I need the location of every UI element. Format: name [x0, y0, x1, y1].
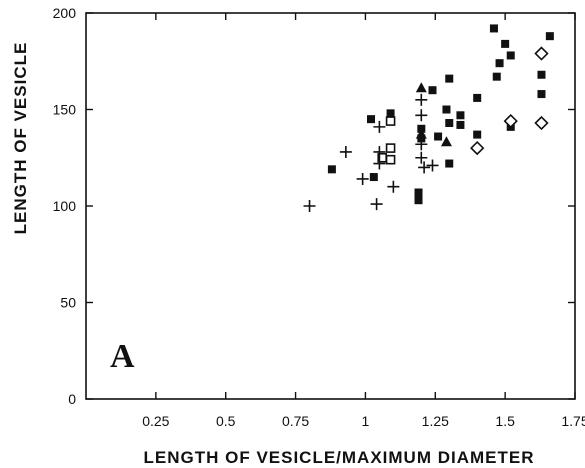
data-point-plus — [415, 109, 428, 122]
y-axis-title: LENGTH OF VESICLE — [11, 42, 30, 235]
data-point-open-square — [385, 143, 396, 153]
data-point-filled-square — [414, 196, 423, 205]
data-point-filled-square — [442, 105, 451, 114]
data-point-plus — [370, 198, 383, 211]
data-point-filled-square — [445, 119, 454, 128]
data-point-filled-square — [327, 165, 336, 174]
data-point-filled-square — [445, 159, 454, 168]
data-point-plus — [415, 93, 428, 106]
y-tick-label: 100 — [53, 198, 77, 214]
data-point-plus — [373, 120, 386, 133]
data-point-plus — [415, 151, 428, 164]
data-point-filled-square — [545, 32, 554, 41]
data-point-open-diamond — [470, 140, 485, 156]
data-point-plus — [418, 161, 431, 174]
x-tick-label: 0.25 — [142, 413, 169, 429]
data-point-filled-square — [386, 109, 395, 118]
data-point-filled-square — [445, 74, 454, 83]
data-point-plus — [387, 180, 400, 193]
data-points — [303, 24, 554, 212]
data-point-filled-square — [456, 120, 465, 129]
data-point-open-square — [385, 116, 396, 126]
data-point-filled-square — [506, 51, 515, 60]
y-tick-label: 150 — [53, 102, 77, 118]
data-point-filled-triangle — [440, 136, 452, 147]
data-point-filled-square — [537, 70, 546, 79]
data-point-filled-triangle — [415, 82, 427, 93]
data-point-filled-square — [473, 130, 482, 139]
panel-label: A — [110, 338, 135, 375]
data-point-plus — [303, 200, 316, 212]
data-point-plus — [373, 157, 386, 170]
y-tick-label: 0 — [68, 391, 76, 407]
data-point-plus — [415, 138, 428, 151]
data-point-open-square — [385, 154, 396, 165]
y-tick-label: 200 — [53, 5, 77, 21]
axis-tick-labels: 0.25 0.5 0.75 1 1.25 1.5 1.75 0 50 100 150 200 — [53, 5, 585, 429]
axis-ticks — [86, 12, 576, 400]
data-point-filled-square — [428, 86, 437, 95]
x-tick-label: 1.5 — [495, 413, 515, 429]
data-point-filled-square — [537, 90, 546, 99]
data-point-filled-square — [367, 115, 376, 124]
x-tick-label: 1.75 — [561, 413, 585, 429]
data-point-plus — [356, 172, 369, 185]
data-point-filled-square — [473, 93, 482, 102]
plot-frame — [85, 12, 576, 400]
data-point-filled-square — [489, 24, 498, 33]
data-point-plus — [373, 145, 386, 158]
data-point-open-diamond — [534, 115, 549, 131]
y-tick-label: 50 — [60, 295, 76, 311]
data-point-filled-square — [456, 111, 465, 120]
x-tick-label: 0.5 — [216, 413, 236, 429]
data-point-filled-square — [414, 188, 423, 197]
data-point-plus — [339, 145, 352, 158]
data-point-filled-square — [434, 132, 443, 141]
data-point-open-diamond — [503, 113, 518, 129]
data-point-filled-square — [492, 72, 501, 81]
x-tick-label: 1.25 — [422, 413, 449, 429]
x-tick-label: 0.75 — [282, 413, 309, 429]
data-point-open-square — [377, 152, 387, 163]
data-point-filled-square — [495, 59, 504, 68]
data-point-filled-triangle — [415, 128, 427, 139]
data-point-plus — [426, 159, 439, 172]
x-axis-title: LENGTH OF VESICLE/MAXIMUM DIAMETER — [144, 448, 535, 467]
data-point-open-diamond — [534, 46, 549, 61]
data-point-filled-square — [501, 39, 510, 48]
data-point-filled-square — [369, 173, 378, 182]
x-tick-label: 1 — [362, 413, 370, 429]
